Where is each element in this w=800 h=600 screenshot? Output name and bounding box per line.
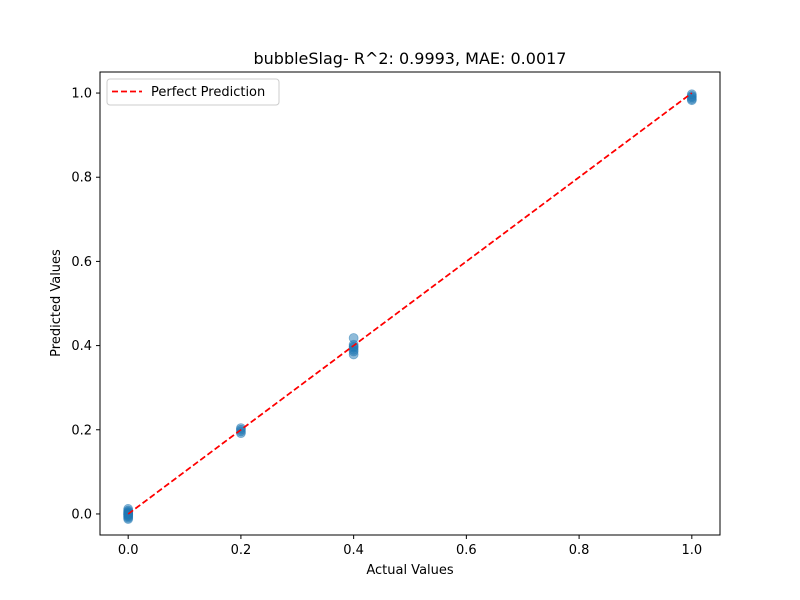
y-axis-label: Predicted Values <box>49 249 64 357</box>
legend: Perfect Prediction <box>106 78 280 106</box>
plot-area <box>99 71 721 536</box>
chart-title: bubbleSlag- R^2: 0.9993, MAE: 0.0017 <box>254 49 567 68</box>
legend-box <box>106 78 280 106</box>
x-tick-label: 1.0 <box>681 543 702 558</box>
scatter-point <box>348 349 359 360</box>
perfect-prediction-line-overlay <box>127 92 693 515</box>
scatter-point <box>686 95 697 106</box>
x-axis-label: Actual Values <box>366 563 454 578</box>
y-tick-label: 1.0 <box>71 87 92 102</box>
y-tick-label: 0.4 <box>71 339 92 354</box>
x-tick-label: 0.8 <box>569 543 590 558</box>
x-tick-label: 0.4 <box>343 543 364 558</box>
y-tick-label: 0.2 <box>71 423 92 438</box>
y-tick-label: 0.8 <box>71 171 92 186</box>
y-tick-label: 0.0 <box>71 507 92 522</box>
x-tick-label: 0.2 <box>231 543 252 558</box>
x-axis: 0.0 0.2 0.4 0.6 0.8 1.0 <box>118 535 702 558</box>
x-tick-label: 0.6 <box>456 543 477 558</box>
legend-label-perfect-prediction: Perfect Prediction <box>151 85 265 100</box>
y-tick-label: 0.6 <box>71 255 92 270</box>
x-tick-label: 0.0 <box>118 543 139 558</box>
plot-frame <box>99 71 721 536</box>
y-axis: 0.0 0.2 0.4 0.6 0.8 1.0 <box>71 87 100 522</box>
